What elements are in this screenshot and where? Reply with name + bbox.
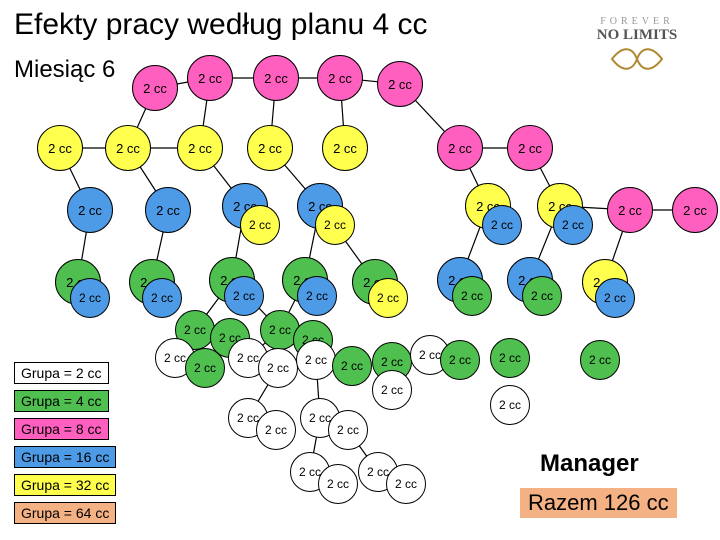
node-r5i: 2 cc [296,340,336,380]
node-r4c2: 2 cc [224,276,264,316]
legend-row-4: Grupa = 32 cc [14,474,116,496]
node-r6e: 2 cc [490,385,530,425]
node-r4e2: 2 cc [368,278,408,318]
total-label: Razem 126 cc [520,488,677,518]
page-subtitle: Miesiąc 6 [14,56,115,84]
node-r4f2: 2 cc [452,276,492,316]
legend-row-5: Grupa = 64 cc [14,502,116,524]
node-r4b2: 2 cc [142,278,182,318]
node-r2c: 2 cc [177,125,223,171]
node-r2g: 2 cc [507,125,553,171]
node-r5m: 2 cc [440,340,480,380]
node-r6d: 2 cc [328,410,368,450]
node-r3b: 2 cc [145,187,191,233]
legend-row-0: Grupa = 2 cc [14,362,109,384]
node-r2b: 2 cc [105,125,151,171]
node-r3e2: 2 cc [482,205,522,245]
node-r3h: 2 cc [672,187,718,233]
node-r4h2: 2 cc [595,278,635,318]
node-r4a2: 2 cc [70,278,110,318]
node-r7d: 2 cc [386,464,426,504]
node-r3c2: 2 cc [240,205,280,245]
node-r2a: 2 cc [37,125,83,171]
logo-line1: FOREVER [572,16,702,27]
node-r1d: 2 cc [317,55,363,101]
node-r1a: 2 cc [132,65,178,111]
node-r5n: 2 cc [490,338,530,378]
node-r5h: 2 cc [258,348,298,388]
node-r2e: 2 cc [322,125,368,171]
node-r5f: 2 cc [185,348,225,388]
node-r2d: 2 cc [247,125,293,171]
node-r1e: 2 cc [377,61,423,107]
node-r7b: 2 cc [318,464,358,504]
legend-row-1: Grupa = 4 cc [14,390,109,412]
manager-label: Manager [540,450,639,478]
legend-row-2: Grupa = 8 cc [14,418,109,440]
node-r3a: 2 cc [67,187,113,233]
node-r6b: 2 cc [256,410,296,450]
node-r3g: 2 cc [607,187,653,233]
node-r1c: 2 cc [253,55,299,101]
node-r5p: 2 cc [372,370,412,410]
logo-line2: NO LIMITS [572,27,702,44]
node-r5o: 2 cc [580,340,620,380]
node-r4d2: 2 cc [297,276,337,316]
node-r1b: 2 cc [187,55,233,101]
node-r3d2: 2 cc [315,205,355,245]
legend-row-3: Grupa = 16 cc [14,446,116,468]
node-r4g2: 2 cc [522,276,562,316]
logo: FOREVER NO LIMITS [572,16,702,72]
page-title: Efekty pracy według planu 4 cc [14,8,428,42]
diagram-canvas: Efekty pracy według planu 4 cc Miesiąc 6… [0,0,720,540]
node-r5j: 2 cc [332,346,372,386]
node-r3f2: 2 cc [553,205,593,245]
node-r2f: 2 cc [437,125,483,171]
